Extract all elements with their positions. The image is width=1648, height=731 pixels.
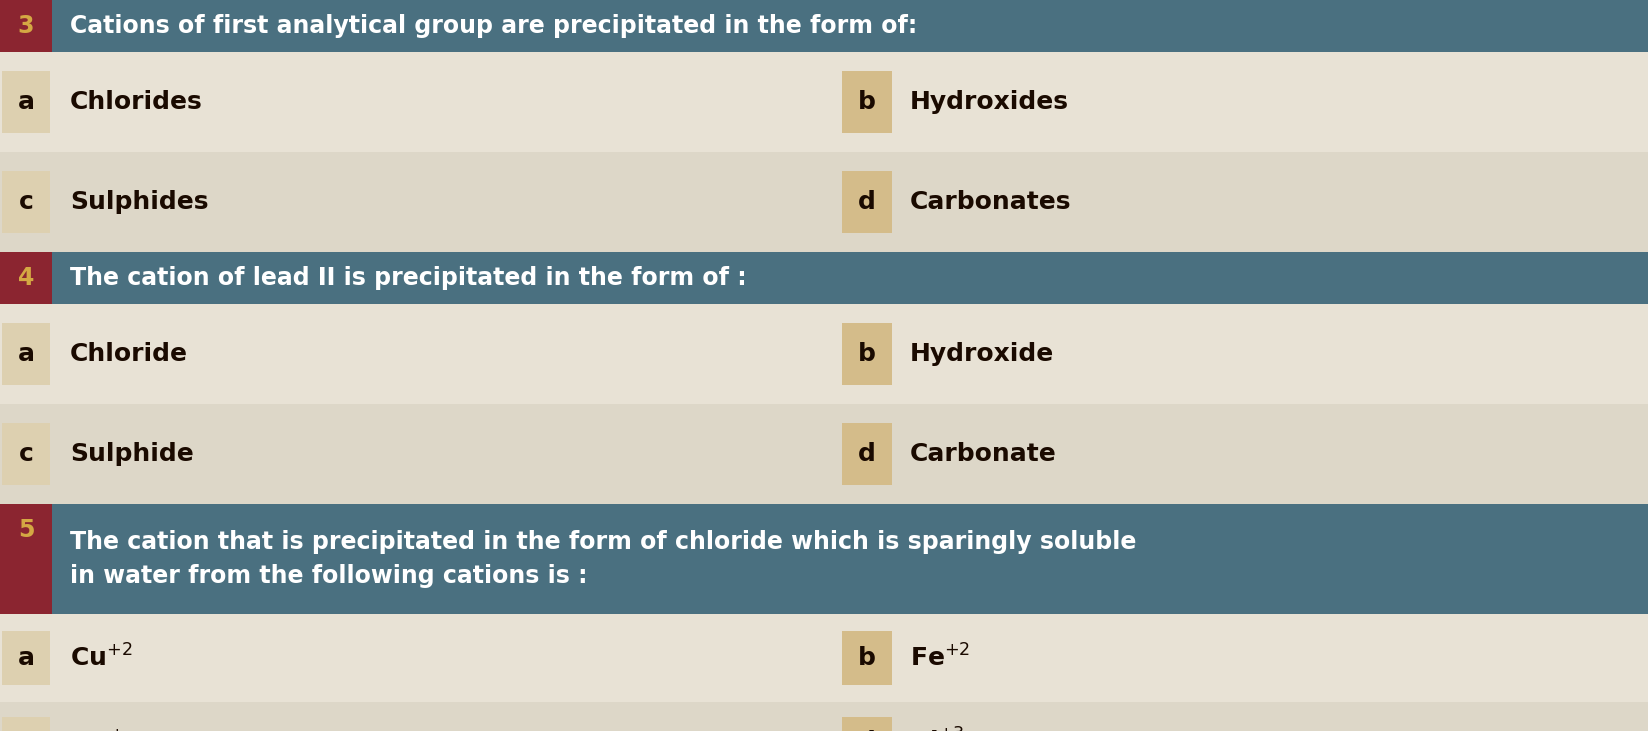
Bar (2, 423, 49, 485)
Text: Cations of first analytical group are precipitated in the form of:: Cations of first analytical group are pr… (69, 14, 916, 38)
Text: The cation of lead II is precipitated in the form of :: The cation of lead II is precipitated in… (69, 266, 747, 290)
Text: The cation that is precipitated in the form of chloride which is sparingly solub: The cation that is precipitated in the f… (69, 530, 1135, 588)
Bar (824, 152, 1648, 252)
Text: d: d (857, 730, 875, 731)
Bar (824, 404, 1648, 504)
Text: a: a (18, 342, 35, 366)
Bar (824, 304, 1648, 404)
Bar (53, 0, 1648, 52)
Bar (842, 71, 892, 133)
Bar (0, 404, 824, 504)
Text: Fe$^{+2}$: Fe$^{+2}$ (910, 645, 969, 672)
Bar (0, 152, 824, 252)
Text: 4: 4 (18, 266, 35, 290)
Text: Chloride: Chloride (69, 342, 188, 366)
Bar (842, 717, 892, 731)
Text: Cu$^{+2}$: Cu$^{+2}$ (69, 645, 132, 672)
Bar (53, 504, 1648, 614)
Text: Hg$^{+}$: Hg$^{+}$ (69, 727, 124, 731)
Text: c: c (18, 442, 33, 466)
Bar (0, 252, 53, 304)
Text: c: c (18, 190, 33, 214)
Bar (2, 71, 49, 133)
Bar (0, 614, 824, 702)
Bar (0, 304, 824, 404)
Text: Al$^{+3}$: Al$^{+3}$ (910, 728, 964, 731)
Bar (2, 631, 49, 685)
Text: d: d (857, 442, 875, 466)
Text: b: b (857, 342, 875, 366)
Text: Carbonates: Carbonates (910, 190, 1071, 214)
Bar (842, 631, 892, 685)
Bar (0, 702, 824, 731)
Text: d: d (857, 190, 875, 214)
Bar (824, 52, 1648, 152)
Bar (824, 614, 1648, 702)
Text: 5: 5 (18, 518, 35, 542)
Text: Hydroxides: Hydroxides (910, 90, 1068, 114)
Bar (842, 423, 892, 485)
Text: b: b (857, 646, 875, 670)
Bar (2, 171, 49, 233)
Bar (0, 504, 53, 614)
Text: a: a (18, 646, 35, 670)
Text: Sulphides: Sulphides (69, 190, 208, 214)
Bar (0, 0, 53, 52)
Bar (0, 52, 824, 152)
Bar (824, 702, 1648, 731)
Text: a: a (18, 90, 35, 114)
Bar (53, 252, 1648, 304)
Text: Hydroxide: Hydroxide (910, 342, 1053, 366)
Text: Chlorides: Chlorides (69, 90, 203, 114)
Text: Sulphide: Sulphide (69, 442, 193, 466)
Text: b: b (857, 90, 875, 114)
Text: 3: 3 (18, 14, 35, 38)
Text: Carbonate: Carbonate (910, 442, 1056, 466)
Bar (842, 171, 892, 233)
Bar (2, 717, 49, 731)
Text: c: c (18, 730, 33, 731)
Bar (842, 323, 892, 385)
Bar (2, 323, 49, 385)
